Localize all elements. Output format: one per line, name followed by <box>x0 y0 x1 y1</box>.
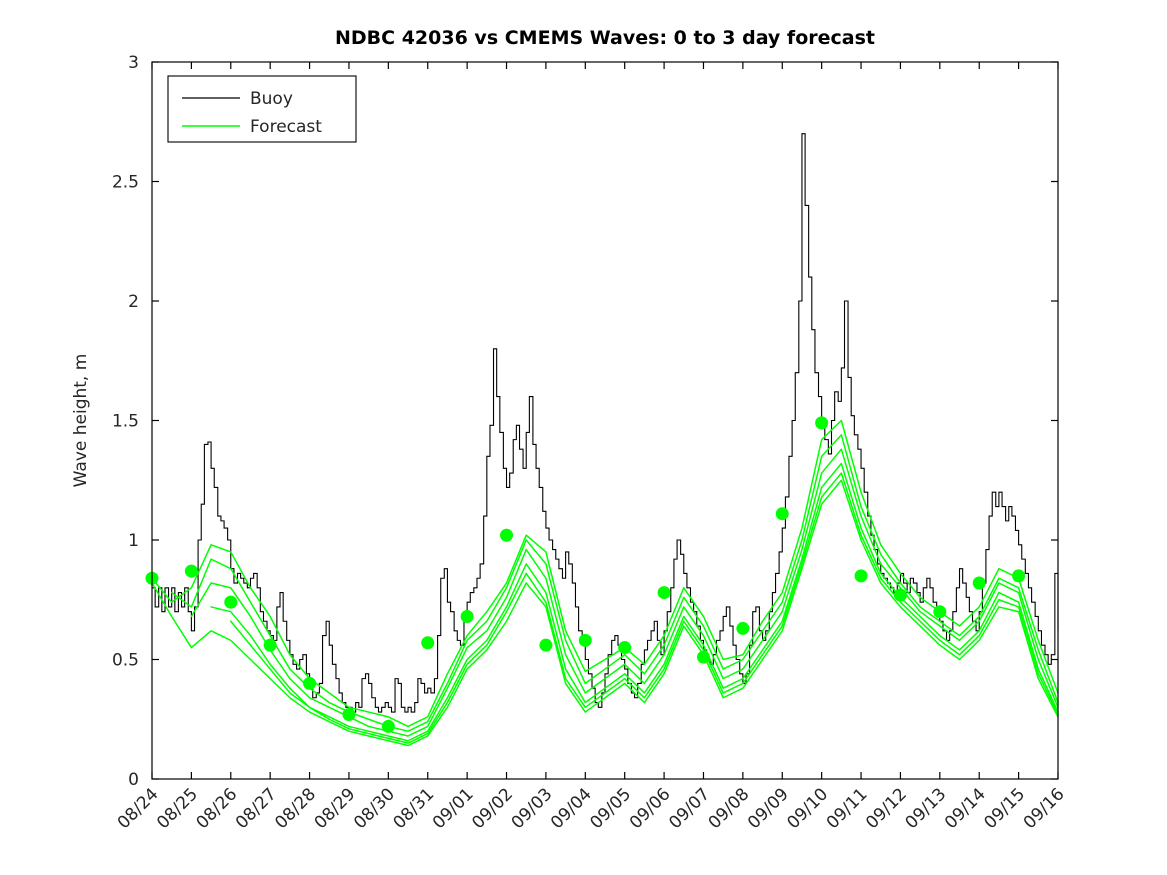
x-tick-label: 09/15 <box>980 784 1029 833</box>
x-tick-label: 08/27 <box>232 784 281 833</box>
forecast-marker-dot <box>972 576 986 590</box>
legend-label-forecast: Forecast <box>250 117 322 137</box>
forecast-series-line <box>151 479 1059 747</box>
forecast-marker-dot <box>893 588 907 602</box>
x-tick-label: 09/11 <box>823 784 872 833</box>
forecast-marker-dot <box>421 636 435 650</box>
y-tick-label: 2.5 <box>112 173 139 193</box>
forecast-marker-dot <box>736 621 750 635</box>
x-tick-label: 08/28 <box>271 784 320 833</box>
forecast-marker-dot <box>775 507 789 521</box>
forecast-marker-dot <box>342 707 356 721</box>
y-tick-label: 1.5 <box>112 412 139 432</box>
x-tick-label: 08/30 <box>350 784 399 833</box>
forecast-marker-dot <box>460 609 474 623</box>
forecast-series-line <box>170 434 1059 732</box>
forecast-marker-dot <box>854 569 868 583</box>
forecast-marker-dot <box>618 641 632 655</box>
x-tick-label: 09/10 <box>783 784 832 833</box>
y-tick-label: 0.5 <box>112 651 139 671</box>
forecast-series-line <box>190 448 1059 737</box>
x-tick-label: 09/06 <box>626 784 675 833</box>
x-tick-label: 09/02 <box>468 784 517 833</box>
legend-label-buoy: Buoy <box>250 89 293 109</box>
x-tick-label: 09/01 <box>429 784 478 833</box>
x-tick-label: 09/07 <box>665 784 714 833</box>
x-tick-label: 08/24 <box>114 784 163 833</box>
forecast-marker-dot <box>500 528 514 542</box>
forecast-marker-dot <box>263 638 277 652</box>
forecast-marker-dot <box>224 595 238 609</box>
forecast-marker-dot <box>1012 569 1026 583</box>
x-tick-label: 09/16 <box>1020 784 1069 833</box>
buoy-series-line <box>152 133 1059 713</box>
x-tick-label: 09/04 <box>547 784 596 833</box>
forecast-marker-dot <box>539 638 553 652</box>
y-tick-label: 1 <box>128 531 139 551</box>
forecast-series-line <box>210 462 1059 742</box>
y-tick-label: 0 <box>128 770 139 790</box>
x-tick-label: 08/29 <box>311 784 360 833</box>
x-tick-label: 08/31 <box>389 784 438 833</box>
forecast-marker-dot <box>657 586 671 600</box>
forecast-marker-dot <box>303 676 317 690</box>
x-tick-label: 09/05 <box>586 784 635 833</box>
page-title: NDBC 42036 vs CMEMS Waves: 0 to 3 day fo… <box>335 27 875 49</box>
plot-frame <box>151 61 1059 780</box>
forecast-marker-dot <box>933 605 947 619</box>
y-tick-label: 3 <box>128 53 139 73</box>
x-tick-label: 09/13 <box>902 784 951 833</box>
x-tick-label: 09/03 <box>508 784 557 833</box>
forecast-marker-dot <box>578 633 592 647</box>
x-tick-label: 08/25 <box>153 784 202 833</box>
x-tick-label: 09/14 <box>941 784 990 833</box>
y-axis-label: Wave height, m <box>71 354 91 488</box>
forecast-series-line <box>151 419 1059 728</box>
forecast-marker-dot <box>184 564 198 578</box>
forecast-marker-dot <box>381 719 395 733</box>
x-tick-label: 09/09 <box>744 784 793 833</box>
legend-box <box>167 75 357 143</box>
x-tick-label: 08/26 <box>193 784 242 833</box>
y-tick-label: 2 <box>128 292 139 312</box>
x-tick-label: 09/12 <box>862 784 911 833</box>
forecast-marker-dot <box>815 416 829 430</box>
x-tick-label: 09/08 <box>705 784 754 833</box>
forecast-series-line <box>230 472 1059 744</box>
forecast-marker-dot <box>696 650 710 664</box>
